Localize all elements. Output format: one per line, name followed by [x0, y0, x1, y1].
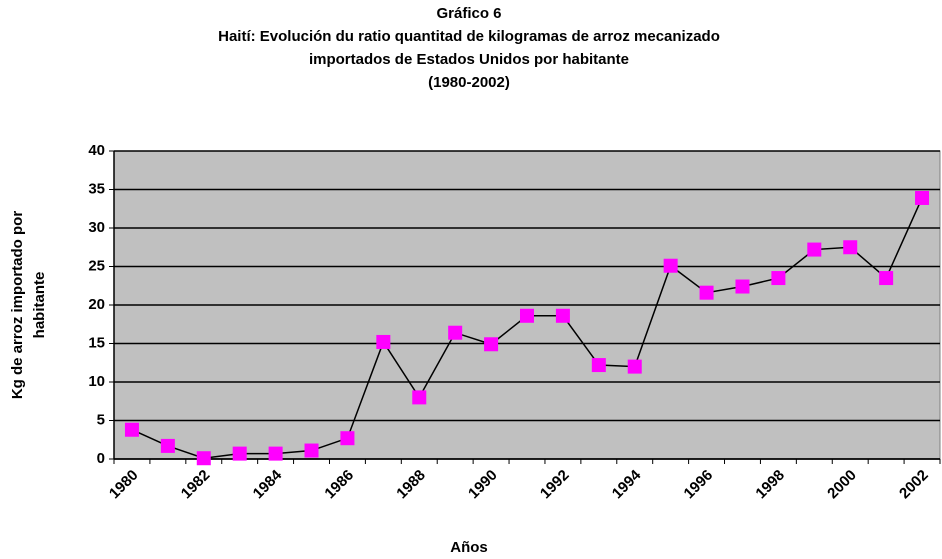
marker — [771, 271, 786, 286]
x-tick-label: 1984 — [250, 466, 286, 502]
x-tick-label: 2000 — [824, 467, 860, 503]
x-tick-label: 1986 — [321, 467, 357, 503]
marker — [843, 240, 858, 255]
marker — [735, 279, 750, 294]
marker — [627, 359, 642, 374]
marker — [376, 334, 391, 349]
x-tick-label: 1998 — [752, 467, 788, 503]
y-tick-label: 30 — [88, 219, 105, 236]
x-tick-label: 1988 — [393, 467, 429, 503]
marker — [915, 190, 930, 205]
y-tick-label: 20 — [88, 296, 105, 313]
marker — [160, 438, 175, 453]
marker — [340, 431, 355, 446]
y-tick-label: 25 — [88, 257, 105, 274]
y-tick-label: 15 — [88, 334, 105, 351]
y-axis-label: habitante — [31, 272, 48, 339]
marker — [663, 258, 678, 273]
chart-title: Gráfico 6 — [436, 5, 501, 22]
marker — [304, 443, 319, 458]
y-tick-label: 35 — [88, 180, 105, 197]
chart-title: Haití: Evolución du ratio quantitad de k… — [218, 28, 720, 45]
marker — [484, 337, 499, 352]
marker — [520, 308, 534, 323]
marker — [807, 242, 822, 257]
x-axis-label: Años — [450, 539, 488, 556]
chart-title: (1980-2002) — [428, 74, 510, 91]
marker — [268, 446, 283, 461]
marker — [699, 285, 714, 300]
y-tick-label: 40 — [88, 142, 105, 159]
marker — [232, 446, 247, 461]
marker — [412, 390, 427, 405]
marker — [879, 271, 894, 286]
chart-title: importados de Estados Unidos por habitan… — [309, 51, 629, 68]
y-tick-label: 0 — [97, 450, 105, 467]
marker — [448, 325, 463, 340]
marker — [196, 451, 211, 466]
y-tick-label: 10 — [88, 373, 105, 390]
y-tick-label: 5 — [97, 411, 105, 428]
x-tick-label: 1994 — [609, 466, 645, 502]
x-tick-label: 1982 — [178, 467, 214, 503]
x-tick-label: 1992 — [537, 467, 573, 503]
x-tick-label: 1980 — [106, 467, 142, 503]
x-tick-label: 1996 — [681, 467, 717, 503]
x-tick-label: 1990 — [465, 467, 501, 503]
marker — [591, 358, 606, 373]
x-tick-label: 2002 — [896, 467, 932, 503]
y-axis-label: Kg de arroz importado por — [9, 211, 26, 400]
marker — [555, 308, 570, 323]
marker — [124, 422, 139, 437]
